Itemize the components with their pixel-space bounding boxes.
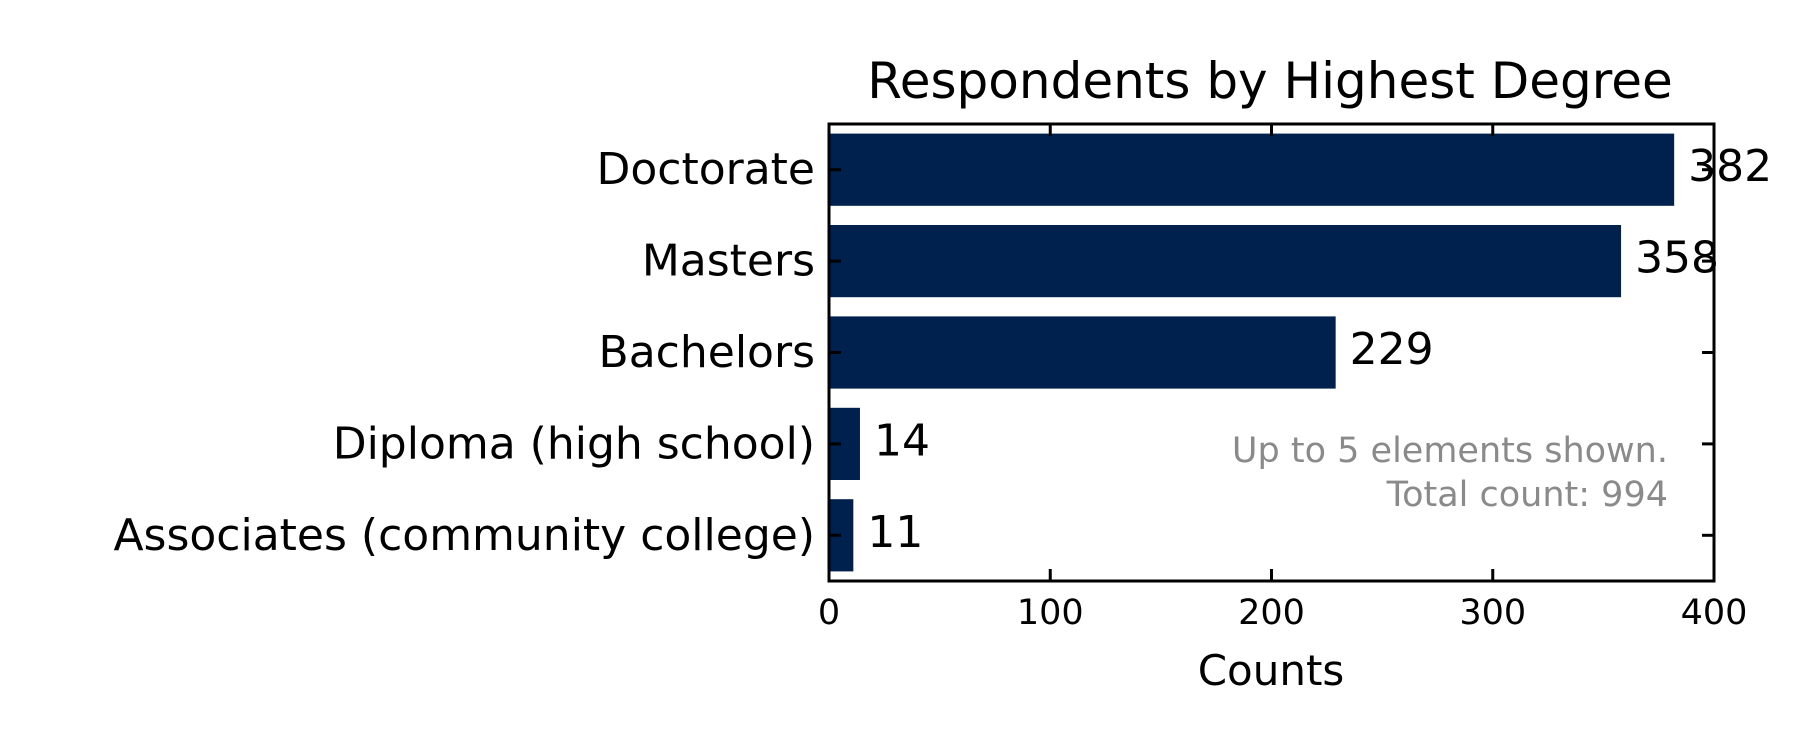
x-tick-labels: 0 100 200 300 400 — [818, 593, 1748, 633]
x-tick-label-1: 100 — [1017, 593, 1084, 633]
value-label-2: 229 — [1350, 324, 1434, 375]
note-line-2: Total count: 994 — [1386, 475, 1668, 515]
x-tick-label-4: 400 — [1681, 593, 1748, 633]
category-labels: Doctorate Masters Bachelors Diploma (high s… — [113, 144, 815, 561]
category-label-3: Diploma (high school) — [333, 418, 815, 469]
category-label-1: Masters — [642, 236, 815, 287]
value-label-0: 382 — [1688, 141, 1772, 192]
note-line-1: Up to 5 elements shown. — [1232, 431, 1668, 471]
x-axis-label: Counts — [1198, 646, 1345, 695]
bar-1 — [829, 224, 1622, 298]
value-label-4: 11 — [867, 507, 923, 558]
value-label-1: 358 — [1635, 233, 1719, 284]
x-tick-label-3: 300 — [1459, 593, 1526, 633]
value-label-3: 14 — [874, 415, 930, 466]
x-tick-label-2: 200 — [1238, 593, 1305, 633]
chart-title: Respondents by Highest Degree — [867, 52, 1673, 110]
category-label-4: Associates (community college) — [113, 510, 815, 561]
value-labels: 382 358 229 14 11 — [867, 141, 1772, 558]
category-label-0: Doctorate — [596, 144, 815, 195]
x-tick-label-0: 0 — [818, 593, 840, 633]
bar-2 — [829, 316, 1336, 389]
plot-frame — [827, 122, 1716, 583]
category-label-2: Bachelors — [599, 327, 815, 378]
bar-0 — [829, 133, 1675, 206]
